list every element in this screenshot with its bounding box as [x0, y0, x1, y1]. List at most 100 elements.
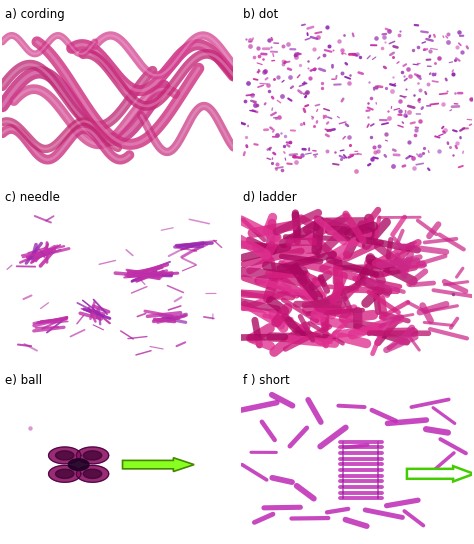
Point: [274, 72, 282, 81]
Polygon shape: [48, 447, 81, 464]
Point: [455, 28, 462, 36]
Point: [304, 63, 312, 72]
Point: [306, 74, 313, 83]
Point: [338, 46, 346, 55]
Point: [345, 79, 353, 88]
Text: a) cording: a) cording: [5, 8, 64, 21]
Polygon shape: [55, 451, 74, 460]
Point: [429, 70, 437, 78]
Point: [411, 131, 419, 140]
Point: [314, 33, 321, 41]
Text: c) needle: c) needle: [5, 191, 60, 204]
Point: [320, 50, 328, 59]
Point: [389, 53, 396, 61]
Point: [278, 92, 286, 101]
Point: [339, 69, 346, 78]
Point: [389, 72, 397, 81]
Point: [415, 95, 423, 104]
Point: [372, 83, 380, 91]
Point: [273, 164, 280, 173]
Polygon shape: [68, 459, 89, 471]
Point: [261, 66, 268, 75]
Point: [381, 38, 389, 46]
Point: [365, 77, 373, 86]
FancyArrow shape: [122, 458, 194, 472]
Point: [264, 81, 272, 89]
Point: [286, 72, 294, 81]
Point: [410, 164, 418, 172]
Point: [292, 158, 299, 166]
Point: [325, 41, 333, 50]
Point: [443, 86, 451, 95]
Point: [380, 33, 387, 42]
Point: [310, 121, 318, 130]
Point: [453, 42, 460, 51]
Point: [401, 111, 409, 120]
Point: [335, 36, 343, 45]
Point: [420, 44, 428, 53]
Point: [286, 138, 294, 146]
Point: [243, 132, 250, 141]
Point: [270, 75, 277, 83]
Point: [246, 35, 254, 44]
Point: [242, 35, 250, 44]
Point: [346, 71, 354, 79]
Text: f ) short: f ) short: [243, 374, 290, 387]
Point: [365, 99, 372, 108]
Point: [442, 125, 449, 134]
Point: [311, 151, 319, 160]
Point: [402, 85, 410, 94]
Point: [390, 161, 397, 170]
Point: [424, 80, 431, 89]
Polygon shape: [55, 469, 74, 478]
Point: [292, 49, 300, 58]
Point: [385, 27, 393, 35]
Point: [410, 46, 417, 54]
Point: [449, 289, 457, 298]
Point: [436, 53, 443, 62]
Point: [322, 112, 329, 120]
Point: [413, 126, 420, 134]
Point: [281, 132, 289, 141]
Point: [371, 147, 379, 156]
Point: [260, 68, 268, 77]
Point: [310, 45, 318, 53]
Point: [340, 30, 347, 39]
Point: [368, 154, 376, 163]
Point: [319, 83, 326, 92]
Point: [398, 67, 405, 76]
Point: [290, 152, 298, 160]
Point: [346, 141, 354, 150]
Point: [410, 90, 418, 99]
Point: [445, 30, 452, 39]
Polygon shape: [83, 451, 102, 460]
Point: [373, 33, 380, 42]
Point: [365, 112, 372, 121]
Point: [405, 108, 413, 117]
Point: [338, 49, 346, 58]
Point: [431, 59, 439, 67]
Polygon shape: [83, 469, 102, 478]
Point: [407, 72, 414, 81]
Point: [275, 113, 283, 121]
Point: [453, 139, 461, 147]
Point: [267, 42, 274, 51]
Point: [273, 130, 281, 139]
Point: [374, 146, 382, 155]
Point: [241, 97, 249, 106]
Point: [297, 120, 304, 128]
Point: [467, 94, 474, 103]
Point: [248, 90, 256, 99]
Point: [396, 106, 403, 115]
Point: [251, 101, 259, 109]
Point: [301, 78, 308, 86]
Point: [251, 52, 258, 61]
Point: [280, 142, 288, 151]
Point: [449, 150, 457, 159]
Point: [303, 87, 310, 96]
Point: [298, 151, 306, 159]
Point: [396, 27, 404, 35]
Point: [451, 89, 458, 98]
Point: [292, 50, 300, 58]
Point: [324, 147, 331, 156]
